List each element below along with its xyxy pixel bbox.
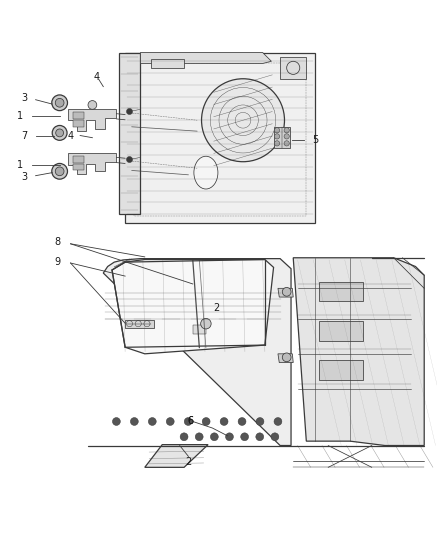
Circle shape (274, 417, 282, 425)
Circle shape (127, 157, 133, 163)
Circle shape (275, 134, 280, 139)
Circle shape (148, 417, 156, 425)
Circle shape (271, 433, 279, 441)
Circle shape (56, 129, 64, 137)
Circle shape (180, 433, 188, 441)
Circle shape (52, 125, 67, 140)
Text: 4: 4 (67, 131, 74, 141)
Polygon shape (68, 153, 117, 174)
Circle shape (127, 108, 133, 115)
Text: 3: 3 (21, 172, 28, 182)
Circle shape (275, 128, 280, 133)
Text: 1: 1 (17, 111, 23, 121)
Polygon shape (278, 354, 293, 362)
Circle shape (283, 353, 291, 362)
Polygon shape (125, 53, 315, 223)
Bar (73, 120, 84, 127)
Circle shape (256, 433, 264, 441)
Circle shape (55, 99, 64, 107)
Circle shape (201, 79, 285, 161)
Circle shape (166, 417, 174, 425)
Polygon shape (278, 288, 293, 297)
Bar (73, 112, 84, 119)
Bar (319, 282, 363, 302)
Ellipse shape (194, 156, 218, 189)
Text: 5: 5 (312, 135, 318, 145)
Polygon shape (141, 53, 272, 63)
Polygon shape (145, 445, 208, 467)
Text: 3: 3 (21, 93, 28, 103)
Circle shape (226, 433, 233, 441)
Circle shape (275, 141, 280, 146)
Polygon shape (103, 259, 291, 446)
Circle shape (284, 128, 289, 133)
Text: 9: 9 (54, 257, 60, 267)
Circle shape (131, 417, 138, 425)
Circle shape (113, 417, 120, 425)
Text: 4: 4 (94, 71, 100, 82)
Circle shape (55, 167, 64, 176)
Text: 2: 2 (214, 303, 220, 313)
Text: 6: 6 (187, 416, 194, 426)
Bar (193, 326, 206, 334)
Circle shape (184, 417, 192, 425)
Circle shape (210, 433, 218, 441)
Circle shape (220, 417, 228, 425)
Circle shape (52, 164, 67, 179)
Circle shape (241, 433, 248, 441)
Circle shape (52, 95, 67, 111)
Bar (319, 321, 363, 341)
Bar (319, 360, 363, 380)
Circle shape (195, 433, 203, 441)
Text: 6: 6 (187, 416, 194, 426)
Polygon shape (293, 258, 424, 446)
Bar (274, 127, 290, 148)
Bar (280, 57, 306, 79)
Polygon shape (68, 109, 117, 131)
Bar (73, 164, 84, 171)
Bar (73, 156, 84, 163)
Polygon shape (151, 59, 184, 68)
Circle shape (256, 417, 264, 425)
Polygon shape (119, 53, 141, 214)
Polygon shape (112, 260, 274, 354)
Bar (125, 320, 153, 328)
Circle shape (283, 287, 291, 296)
Text: 1: 1 (17, 160, 23, 170)
Circle shape (201, 318, 211, 329)
Text: 2: 2 (185, 457, 191, 467)
Text: 7: 7 (21, 131, 28, 141)
Circle shape (284, 141, 289, 146)
Circle shape (88, 101, 97, 109)
Circle shape (238, 417, 246, 425)
Circle shape (284, 134, 289, 139)
Text: 8: 8 (54, 238, 60, 247)
Circle shape (202, 417, 210, 425)
